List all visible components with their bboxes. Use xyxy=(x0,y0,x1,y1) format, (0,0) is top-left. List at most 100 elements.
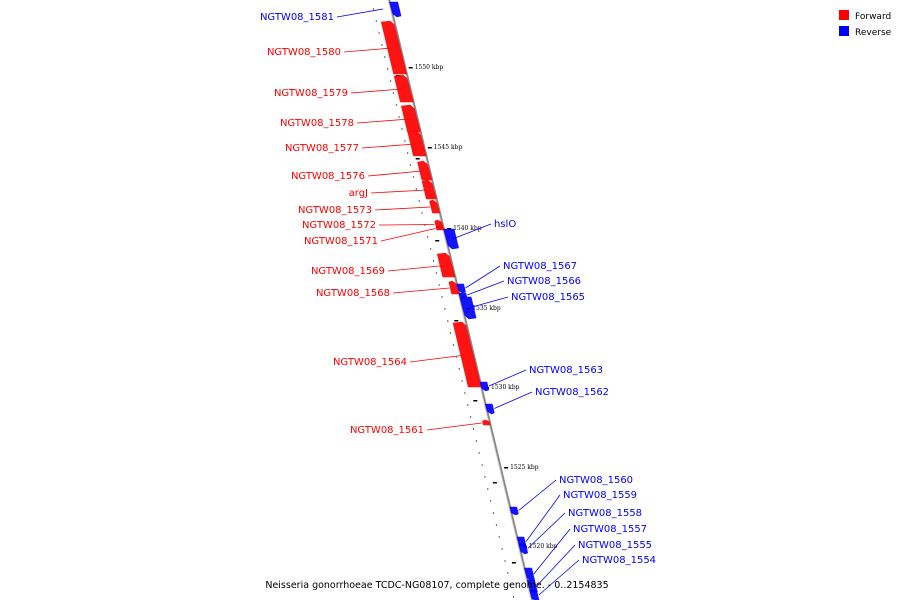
gene-NGTW08_1567[interactable]: NGTW08_1567 xyxy=(456,261,577,294)
gene-NGTW08_1561[interactable]: NGTW08_1561 xyxy=(350,419,491,436)
gene-arrow[interactable] xyxy=(459,296,477,320)
gene-arrow[interactable] xyxy=(417,160,433,181)
gene-arrow[interactable] xyxy=(509,506,519,516)
gene-leader-line xyxy=(536,544,576,587)
gene-NGTW08_1580[interactable]: NGTW08_1580 xyxy=(267,20,407,75)
legend-swatch-forward xyxy=(839,10,849,20)
gene-NGTW08_1563[interactable]: NGTW08_1563 xyxy=(479,365,603,392)
gene-NGTW08_1573[interactable]: NGTW08_1573 xyxy=(298,199,441,216)
gene-arrow[interactable] xyxy=(436,252,456,278)
gene-label[interactable]: NGTW08_1567 xyxy=(503,261,577,272)
gene-label[interactable]: NGTW08_1568 xyxy=(316,288,390,299)
gene-NGTW08_1565[interactable]: NGTW08_1565 xyxy=(459,292,585,320)
gene-arrow[interactable] xyxy=(482,419,491,426)
gene-NGTW08_1572[interactable]: NGTW08_1572 xyxy=(302,219,444,231)
gene-arrow[interactable] xyxy=(456,283,466,294)
gene-arrow[interactable] xyxy=(407,130,427,157)
gene-leader-line xyxy=(538,559,580,596)
gene-leader-line xyxy=(374,206,431,211)
gene-label[interactable]: NGTW08_1555 xyxy=(578,540,652,551)
gene-NGTW08_1569[interactable]: NGTW08_1569 xyxy=(311,252,456,278)
gene-leader-line xyxy=(350,88,403,94)
gene-arrow[interactable] xyxy=(529,589,540,600)
gene-arrow[interactable] xyxy=(429,199,441,214)
gene-NGTW08_1568[interactable]: NGTW08_1568 xyxy=(316,280,460,299)
legend-label-reverse: Reverse xyxy=(855,28,892,38)
gene-NGTW08_1576[interactable]: NGTW08_1576 xyxy=(291,160,433,182)
gene-arrow[interactable] xyxy=(393,74,414,103)
gene-label[interactable]: NGTW08_1561 xyxy=(350,425,424,436)
gene-leader-line xyxy=(343,47,393,53)
gene-arrow[interactable] xyxy=(380,20,407,75)
gene-arrow[interactable] xyxy=(479,381,490,392)
gene-leader-line xyxy=(380,228,436,242)
gene-leader-line xyxy=(494,391,533,409)
gene-arrow[interactable] xyxy=(443,228,460,250)
gene-NGTW08_1560[interactable]: NGTW08_1560 xyxy=(509,475,633,516)
gene-NGTW08_1562[interactable]: NGTW08_1562 xyxy=(484,387,609,415)
legend-swatch-reverse xyxy=(839,26,849,36)
scale-tick-label: 1540 kbp xyxy=(453,225,482,232)
gene-arrow[interactable] xyxy=(421,179,437,200)
gene-arrow[interactable] xyxy=(518,543,529,555)
gene-label[interactable]: NGTW08_1577 xyxy=(285,143,359,154)
gene-leader-line xyxy=(527,512,566,549)
gene-NGTW08_1579[interactable]: NGTW08_1579 xyxy=(274,74,414,103)
gene-arrow[interactable] xyxy=(389,1,402,18)
gene-NGTW08_1564[interactable]: NGTW08_1564 xyxy=(333,321,482,388)
gene-NGTW08_1578[interactable]: NGTW08_1578 xyxy=(280,104,421,133)
gene-arrow[interactable] xyxy=(484,403,495,415)
legend-label-forward: Forward xyxy=(855,12,891,22)
gene-leader-line xyxy=(392,287,450,294)
gene-arrow[interactable] xyxy=(452,321,482,388)
gene-label[interactable]: NGTW08_1558 xyxy=(568,508,642,519)
gene-label[interactable]: NGTW08_1557 xyxy=(573,524,647,535)
gene-NGTW08_1557[interactable]: NGTW08_1557 xyxy=(524,524,647,582)
gene-NGTW08_1571[interactable]: NGTW08_1571 xyxy=(304,225,445,247)
gene-leader-line xyxy=(426,422,482,431)
gene-label[interactable]: NGTW08_1576 xyxy=(291,171,365,182)
gene-leader-line xyxy=(336,8,384,18)
gene-label[interactable]: NGTW08_1560 xyxy=(559,475,633,486)
legend: Forward Reverse xyxy=(839,10,892,38)
gene-NGTW08_1558[interactable]: NGTW08_1558 xyxy=(518,508,642,555)
gene-NGTW08_1581[interactable]: NGTW08_1581 xyxy=(260,1,402,23)
gene-label[interactable]: NGTW08_1571 xyxy=(304,236,378,247)
scale-tick-mark xyxy=(408,67,413,69)
scale-tick-label: 1545 kbp xyxy=(434,144,463,151)
gene-label[interactable]: NGTW08_1559 xyxy=(563,490,637,501)
gene-label[interactable]: NGTW08_1564 xyxy=(333,357,407,368)
gene-arrow[interactable] xyxy=(448,280,460,295)
gene-label[interactable]: NGTW08_1566 xyxy=(507,276,581,287)
gene-label[interactable]: NGTW08_1573 xyxy=(298,205,372,216)
gene-NGTW08_1577[interactable]: NGTW08_1577 xyxy=(285,130,427,157)
gene-leader-line xyxy=(533,528,571,575)
scale-tick-mark xyxy=(427,147,432,149)
gene-leader-line xyxy=(370,189,427,194)
scale-tick-label: 1520 kbp xyxy=(529,543,558,550)
gene-leader-line xyxy=(409,354,466,363)
gene-label[interactable]: NGTW08_1569 xyxy=(311,266,385,277)
gene-label[interactable]: NGTW08_1563 xyxy=(529,365,603,376)
gene-label[interactable]: NGTW08_1565 xyxy=(511,292,585,303)
gene-label[interactable]: argJ xyxy=(349,188,368,199)
gene-leader-line xyxy=(488,369,527,387)
scale-tick-label: 1550 kbp xyxy=(415,64,444,71)
gene-label[interactable]: hslO xyxy=(494,219,516,230)
gene-arrow[interactable] xyxy=(435,225,445,231)
gene-label[interactable]: NGTW08_1578 xyxy=(280,118,354,129)
gene-label[interactable]: NGTW08_1572 xyxy=(302,220,376,231)
gene-label[interactable]: NGTW08_1580 xyxy=(267,47,341,58)
gene-label[interactable]: NGTW08_1554 xyxy=(582,555,656,566)
scale-tick-label: 1535 kbp xyxy=(472,305,501,312)
gene-label[interactable]: NGTW08_1562 xyxy=(535,387,609,398)
gene-NGTW08_1554[interactable]: NGTW08_1554 xyxy=(529,555,656,600)
gene-label[interactable]: NGTW08_1581 xyxy=(260,12,334,23)
gene-arrow[interactable] xyxy=(400,104,421,133)
gene-leader-line xyxy=(453,223,492,239)
gene-label[interactable]: NGTW08_1579 xyxy=(274,88,348,99)
gene-leader-line xyxy=(467,280,505,296)
gene-argJ[interactable]: argJ xyxy=(349,179,437,200)
gene-hslO[interactable]: hslO xyxy=(443,219,517,250)
